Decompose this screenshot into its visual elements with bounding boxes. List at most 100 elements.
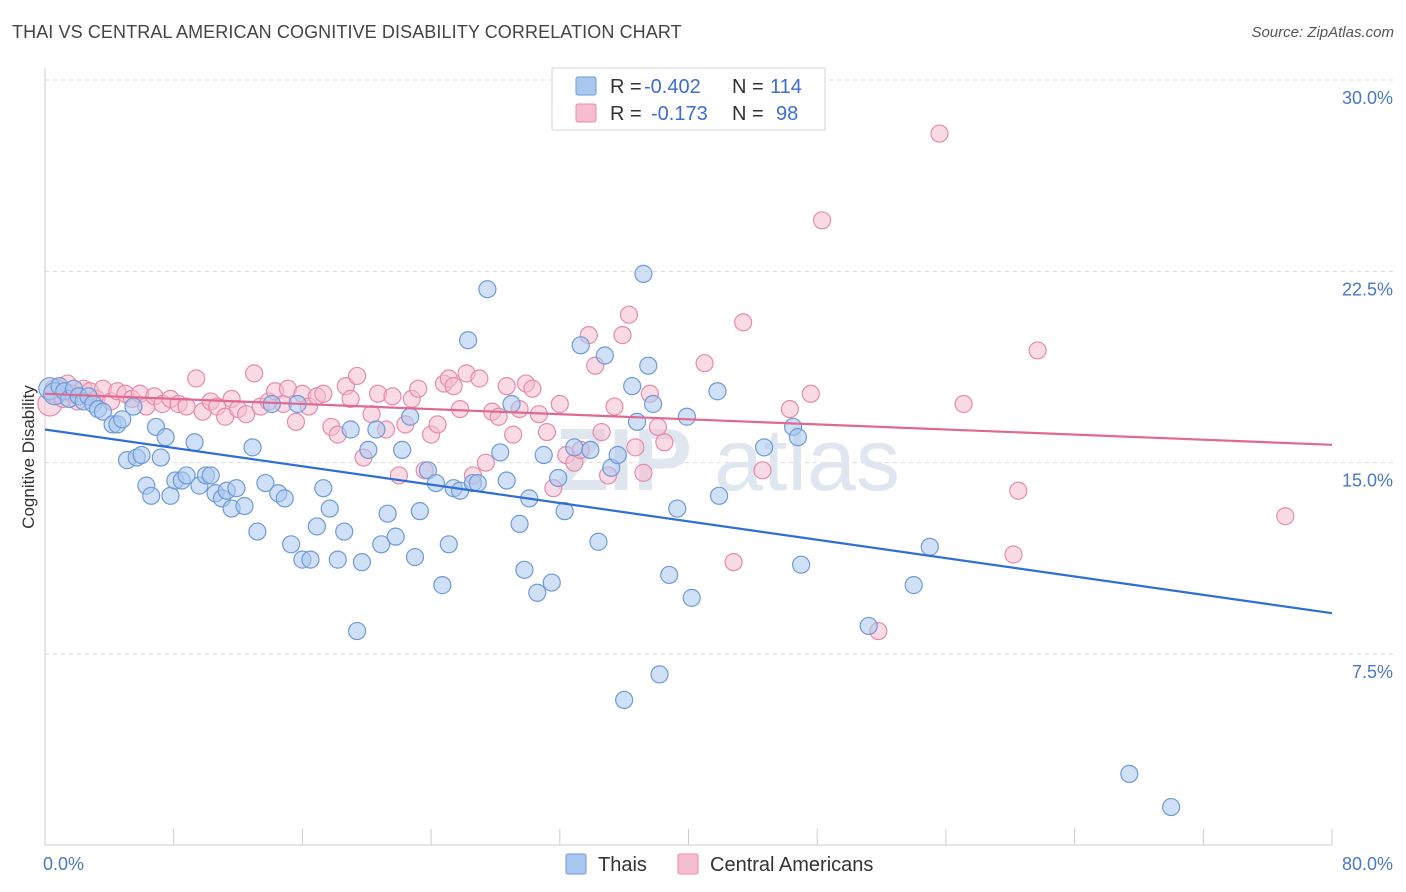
chart-title: THAI VS CENTRAL AMERICAN COGNITIVE DISAB… bbox=[12, 22, 682, 42]
thai-point bbox=[571, 336, 590, 355]
central-american-point bbox=[1028, 341, 1047, 360]
central-american-point bbox=[626, 438, 645, 457]
thai-point bbox=[595, 346, 614, 365]
y-tick-label: 30.0% bbox=[1342, 88, 1393, 108]
y-tick-label: 7.5% bbox=[1352, 662, 1393, 682]
thai-point bbox=[177, 466, 196, 485]
thai-point bbox=[650, 665, 669, 684]
central-american-point bbox=[236, 405, 256, 424]
thai-point bbox=[859, 616, 878, 636]
thai-point bbox=[201, 466, 220, 485]
thai-point bbox=[433, 576, 452, 595]
thai-point bbox=[478, 280, 497, 299]
thai-point bbox=[314, 479, 333, 498]
thai-point bbox=[549, 468, 568, 488]
bottom-legend-thai-swatch bbox=[565, 853, 587, 875]
central-american-point bbox=[187, 369, 206, 388]
thai-point bbox=[792, 555, 811, 574]
thai-point bbox=[644, 394, 663, 414]
thai-point bbox=[372, 535, 391, 554]
thai-point bbox=[528, 583, 547, 602]
y-tick-label: 22.5% bbox=[1342, 279, 1393, 299]
thai-point bbox=[581, 440, 600, 460]
central-american-point bbox=[812, 211, 832, 230]
bottom-legend-ca-swatch bbox=[677, 853, 699, 875]
central-american-point bbox=[383, 387, 402, 406]
central-american-point bbox=[537, 422, 557, 442]
central-american-point bbox=[444, 377, 463, 396]
thai-point bbox=[497, 471, 516, 490]
thai-trend-line bbox=[44, 428, 1333, 615]
central-american-point bbox=[523, 379, 542, 398]
central-american-point bbox=[634, 463, 653, 482]
thai-points bbox=[38, 264, 1181, 817]
thai-point bbox=[1162, 797, 1181, 817]
thai-point bbox=[335, 522, 354, 541]
thai-point bbox=[459, 331, 478, 350]
central-american-point bbox=[362, 405, 381, 424]
thai-point bbox=[307, 517, 326, 536]
central-american-point bbox=[286, 412, 306, 431]
central-american-points bbox=[37, 124, 1295, 641]
thai-point bbox=[405, 547, 425, 567]
thai-point bbox=[639, 356, 658, 375]
thai-point bbox=[142, 486, 161, 505]
central-american-point bbox=[550, 394, 569, 414]
central-american-point bbox=[428, 415, 447, 434]
thai-point bbox=[113, 410, 132, 429]
central-american-point bbox=[930, 124, 949, 143]
thai-point bbox=[378, 504, 397, 523]
thai-point bbox=[502, 394, 521, 414]
thai-point bbox=[235, 496, 254, 516]
central-american-point bbox=[245, 364, 264, 383]
thai-point bbox=[93, 402, 113, 421]
thai-point bbox=[589, 532, 608, 551]
legend-n-value-ca: 98 bbox=[776, 103, 798, 125]
central-american-point bbox=[619, 305, 639, 324]
thai-point bbox=[920, 537, 939, 556]
thai-point bbox=[755, 438, 774, 457]
thai-point bbox=[352, 553, 372, 572]
legend-n-value-thai: 114 bbox=[770, 76, 802, 98]
central-american-point bbox=[497, 377, 516, 396]
central-american-point bbox=[648, 417, 668, 437]
thai-point bbox=[227, 479, 246, 498]
thai-point bbox=[426, 473, 446, 493]
thai-point bbox=[124, 397, 143, 416]
thai-point bbox=[393, 440, 412, 460]
central-american-point bbox=[724, 553, 743, 572]
thai-point bbox=[904, 576, 923, 595]
top-legend: R = -0.402 N = 114 R = -0.173 N = 98 bbox=[551, 67, 826, 131]
central-american-point bbox=[476, 453, 495, 472]
x-tick-label-max: 80.0% bbox=[1342, 854, 1393, 874]
thai-point bbox=[185, 433, 204, 452]
thai-point bbox=[510, 514, 529, 533]
central-american-point bbox=[734, 313, 753, 332]
thai-point bbox=[275, 489, 294, 508]
central-american-point bbox=[695, 354, 714, 373]
thai-point bbox=[623, 377, 642, 396]
central-american-point bbox=[954, 394, 973, 414]
trend-lines bbox=[44, 392, 1333, 615]
central-american-point bbox=[409, 379, 428, 398]
thai-point bbox=[410, 502, 429, 521]
central-american-point bbox=[801, 384, 820, 403]
thai-point bbox=[660, 565, 679, 585]
legend-r-label-thai: R = bbox=[610, 76, 642, 98]
thai-point bbox=[341, 420, 360, 439]
x-tick-label-min: 0.0% bbox=[43, 854, 84, 874]
legend-ca-swatch bbox=[575, 103, 597, 123]
thai-point bbox=[156, 428, 175, 447]
thai-point bbox=[282, 535, 301, 554]
source-label: Source: ZipAtlas.com bbox=[1251, 24, 1394, 41]
central-american-trend-line bbox=[44, 392, 1333, 446]
thai-point bbox=[634, 264, 653, 283]
thai-point bbox=[248, 522, 267, 541]
central-american-point bbox=[504, 425, 523, 444]
thai-point bbox=[256, 473, 275, 493]
thai-point bbox=[565, 438, 584, 457]
y-tick-label: 15.0% bbox=[1342, 471, 1393, 491]
x-axis-ticks bbox=[173, 829, 1333, 845]
thai-point bbox=[161, 486, 180, 505]
